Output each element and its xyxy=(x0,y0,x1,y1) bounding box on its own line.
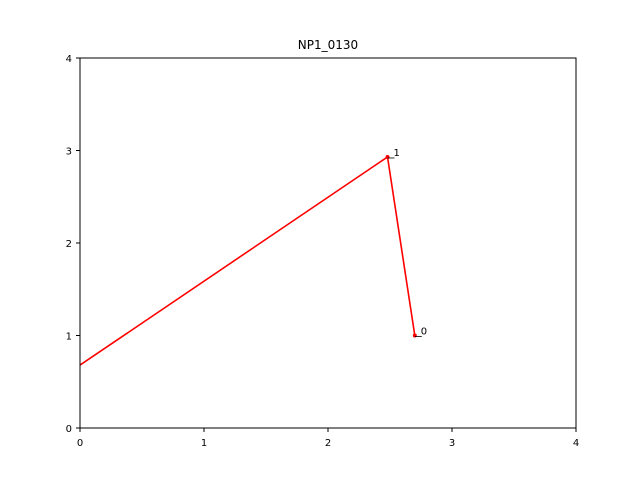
chart-title: NP1_0130 xyxy=(298,38,358,52)
plot-area: 01 xyxy=(79,148,427,366)
point-label: 0 xyxy=(421,327,427,338)
x-axis: 0 1 2 3 4 xyxy=(77,428,579,449)
y-tick-label: 3 xyxy=(66,147,72,158)
y-tick-label: 2 xyxy=(66,239,72,250)
y-tick-label: 1 xyxy=(66,332,72,343)
x-tick-label: 0 xyxy=(77,438,83,449)
x-tick-label: 3 xyxy=(449,438,455,449)
axes-frame xyxy=(79,57,577,429)
x-tick-label: 4 xyxy=(573,438,579,449)
point-label: 1 xyxy=(394,148,400,159)
y-axis: 0 1 2 3 4 xyxy=(66,54,80,435)
x-tick-label: 2 xyxy=(325,438,331,449)
x-tick-label: 1 xyxy=(201,438,207,449)
y-tick-label: 4 xyxy=(66,54,72,65)
y-tick-label: 0 xyxy=(66,424,72,435)
